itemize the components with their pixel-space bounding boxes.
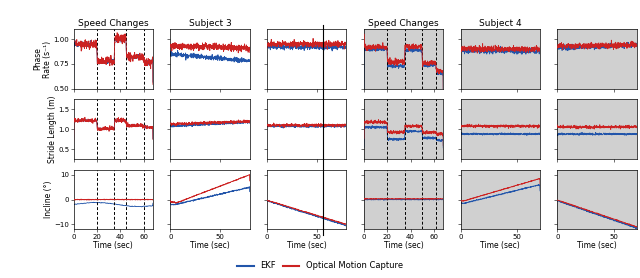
Title: Speed Changes: Speed Changes <box>78 19 148 28</box>
X-axis label: Time (sec): Time (sec) <box>577 241 617 250</box>
Legend: EKF, Optical Motion Capture: EKF, Optical Motion Capture <box>234 258 406 274</box>
Title: Speed Changes: Speed Changes <box>368 19 439 28</box>
X-axis label: Time (sec): Time (sec) <box>481 241 520 250</box>
X-axis label: Time (sec): Time (sec) <box>93 241 133 250</box>
X-axis label: Time (sec): Time (sec) <box>384 241 424 250</box>
X-axis label: Time (sec): Time (sec) <box>190 241 230 250</box>
X-axis label: Time (sec): Time (sec) <box>287 241 326 250</box>
Y-axis label: Stride Length (m): Stride Length (m) <box>48 96 57 163</box>
Title: Subject 4: Subject 4 <box>479 19 522 28</box>
Y-axis label: Phase
Rate (s⁻¹): Phase Rate (s⁻¹) <box>33 40 52 78</box>
Y-axis label: Incline (°): Incline (°) <box>44 181 53 218</box>
Title: Subject 3: Subject 3 <box>189 19 232 28</box>
